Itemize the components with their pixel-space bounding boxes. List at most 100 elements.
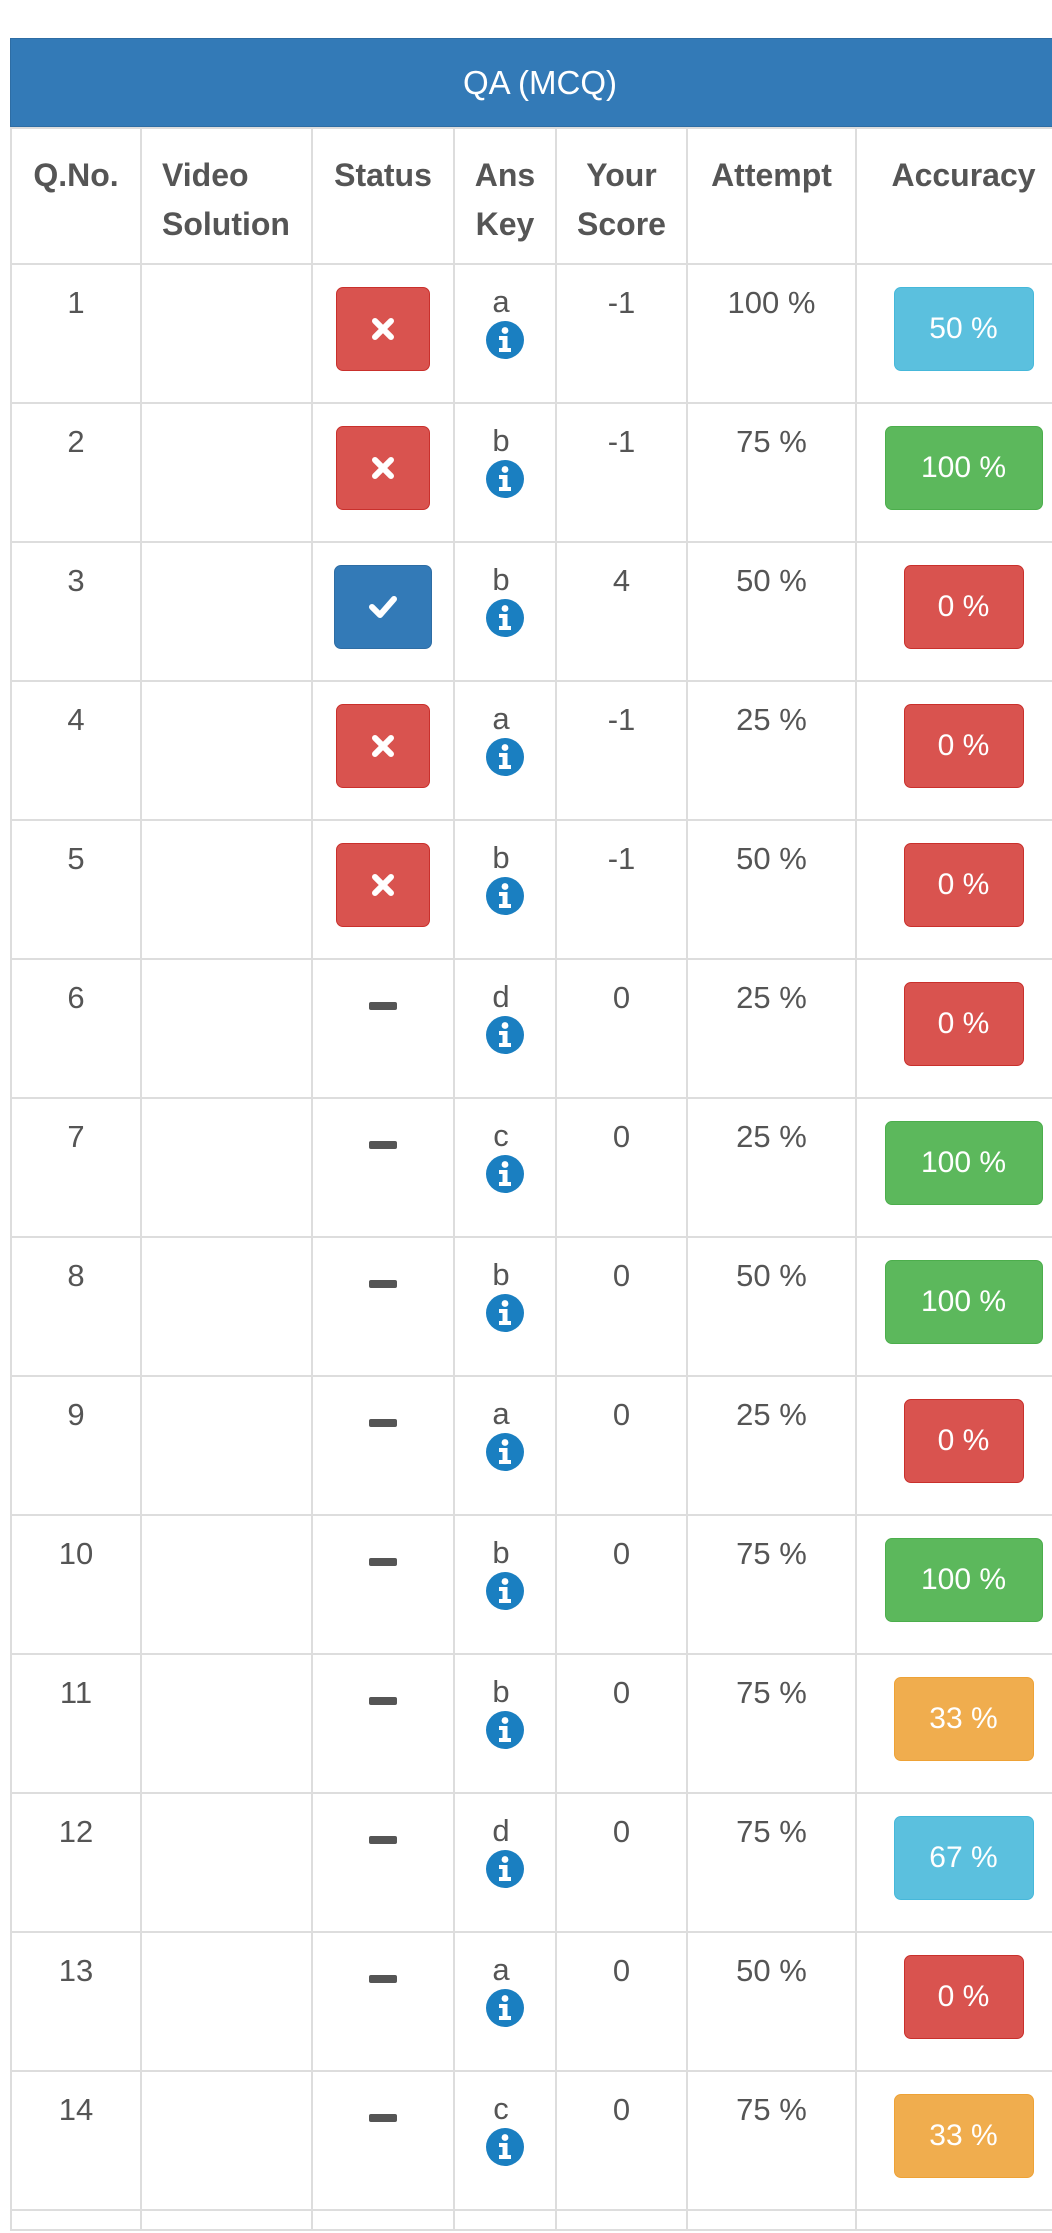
accuracy-cell: 0 % [855, 680, 1052, 821]
close-icon [336, 843, 430, 927]
status-cell [311, 680, 455, 821]
table-row: 13 a 0 50 % 0 % [10, 1931, 1052, 2072]
attempt-percent: 100 % [686, 263, 857, 404]
question-number: 4 [10, 680, 142, 821]
attempt-percent: 25 % [686, 1375, 857, 1516]
answer-key-letter: b [492, 423, 510, 458]
info-icon[interactable] [486, 1433, 524, 1471]
table-row: 12 d 0 75 % 67 % [10, 1792, 1052, 1933]
info-icon[interactable] [486, 1294, 524, 1332]
status-cell [311, 402, 455, 543]
accuracy-cell: 100 % [855, 1514, 1052, 1655]
dash-icon [369, 1697, 397, 1705]
answer-key-cell: b [453, 1653, 557, 1794]
answer-key-letter: b [492, 1257, 510, 1292]
question-number: 12 [10, 1792, 142, 1933]
question-number: 10 [10, 1514, 142, 1655]
answer-key-letter: b [492, 840, 510, 875]
info-icon[interactable] [486, 1711, 524, 1749]
answer-key-letter: a [492, 284, 510, 319]
status-cell [311, 263, 455, 404]
question-number: 13 [10, 1931, 142, 2072]
video-solution-cell [140, 1097, 313, 1238]
dash-icon [369, 1280, 397, 1288]
close-icon [336, 426, 430, 510]
accuracy-badge: 100 % [884, 1121, 1043, 1205]
your-score: 0 [555, 1931, 688, 2072]
your-score: 0 [555, 1653, 688, 1794]
your-score: -1 [555, 402, 688, 543]
header-your-score: Your Score [555, 127, 688, 265]
table-row: 9 a 0 25 % 0 % [10, 1375, 1052, 1516]
video-solution-cell [140, 680, 313, 821]
accuracy-cell: 0 % [855, 819, 1052, 960]
your-score: -1 [555, 819, 688, 960]
attempt-percent: 75 % [686, 402, 857, 543]
your-score: -1 [555, 263, 688, 404]
status-cell [311, 819, 455, 960]
accuracy-badge: 100 % [884, 1260, 1043, 1344]
question-number: 11 [10, 1653, 142, 1794]
dash-icon [369, 1836, 397, 1844]
attempt-percent: 25 % [686, 958, 857, 1099]
header-status-label: Status [334, 157, 432, 193]
header-score-line1: Your [586, 157, 657, 193]
attempt-percent: 50 % [686, 819, 857, 960]
answer-key-cell: a [453, 680, 557, 821]
attempt-percent: 75 % [686, 1792, 857, 1933]
answer-key-letter: d [492, 1813, 510, 1848]
video-solution-cell [140, 958, 313, 1099]
answer-key-cell: b [453, 1236, 557, 1377]
answer-key-cell: c [453, 2070, 557, 2211]
info-icon[interactable] [486, 1572, 524, 1610]
table-row-partial [10, 2209, 1052, 2231]
table-body: 1 a -1 100 % 50 % 2 b -1 75 % 100 % 3 b 4 50 % 0 % 4 a -1… [10, 263, 1052, 2231]
info-icon[interactable] [486, 2128, 524, 2166]
your-score: 0 [555, 2070, 688, 2211]
info-icon[interactable] [486, 1850, 524, 1888]
table-row: 5 b -1 50 % 0 % [10, 819, 1052, 960]
answer-key-letter: b [492, 562, 510, 597]
empty-cell [855, 2209, 1052, 2231]
table-row: 11 b 0 75 % 33 % [10, 1653, 1052, 1794]
close-icon [336, 704, 430, 788]
info-icon[interactable] [486, 1155, 524, 1193]
info-icon[interactable] [486, 321, 524, 359]
results-panel: QA (MCQ) Q.No. Video Solution Status Ans… [10, 38, 1052, 2231]
empty-cell [555, 2209, 688, 2231]
accuracy-cell: 0 % [855, 958, 1052, 1099]
answer-key-cell: b [453, 1514, 557, 1655]
answer-key-cell: c [453, 1097, 557, 1238]
accuracy-cell: 100 % [855, 1236, 1052, 1377]
status-cell [311, 1097, 455, 1238]
your-score: 0 [555, 1514, 688, 1655]
info-icon[interactable] [486, 738, 524, 776]
video-solution-cell [140, 541, 313, 682]
dash-icon [369, 1975, 397, 1983]
info-icon[interactable] [486, 1016, 524, 1054]
answer-key-cell: a [453, 1375, 557, 1516]
info-icon[interactable] [486, 460, 524, 498]
answer-key-cell: b [453, 819, 557, 960]
answer-key-letter: a [492, 1952, 510, 1987]
answer-key-letter: a [492, 1396, 510, 1431]
attempt-percent: 50 % [686, 1931, 857, 2072]
status-cell [311, 958, 455, 1099]
video-solution-cell [140, 263, 313, 404]
status-cell [311, 2070, 455, 2211]
empty-cell [311, 2209, 455, 2231]
info-icon[interactable] [486, 599, 524, 637]
dash-icon [369, 1419, 397, 1427]
answer-key-cell: b [453, 402, 557, 543]
accuracy-badge: 0 % [903, 843, 1024, 927]
header-score-line2: Score [577, 206, 666, 242]
info-icon[interactable] [486, 877, 524, 915]
header-qno: Q.No. [10, 127, 142, 265]
video-solution-cell [140, 1236, 313, 1377]
info-icon[interactable] [486, 1989, 524, 2027]
question-number: 9 [10, 1375, 142, 1516]
accuracy-cell: 33 % [855, 1653, 1052, 1794]
answer-key-cell: a [453, 263, 557, 404]
empty-cell [686, 2209, 857, 2231]
attempt-percent: 25 % [686, 680, 857, 821]
